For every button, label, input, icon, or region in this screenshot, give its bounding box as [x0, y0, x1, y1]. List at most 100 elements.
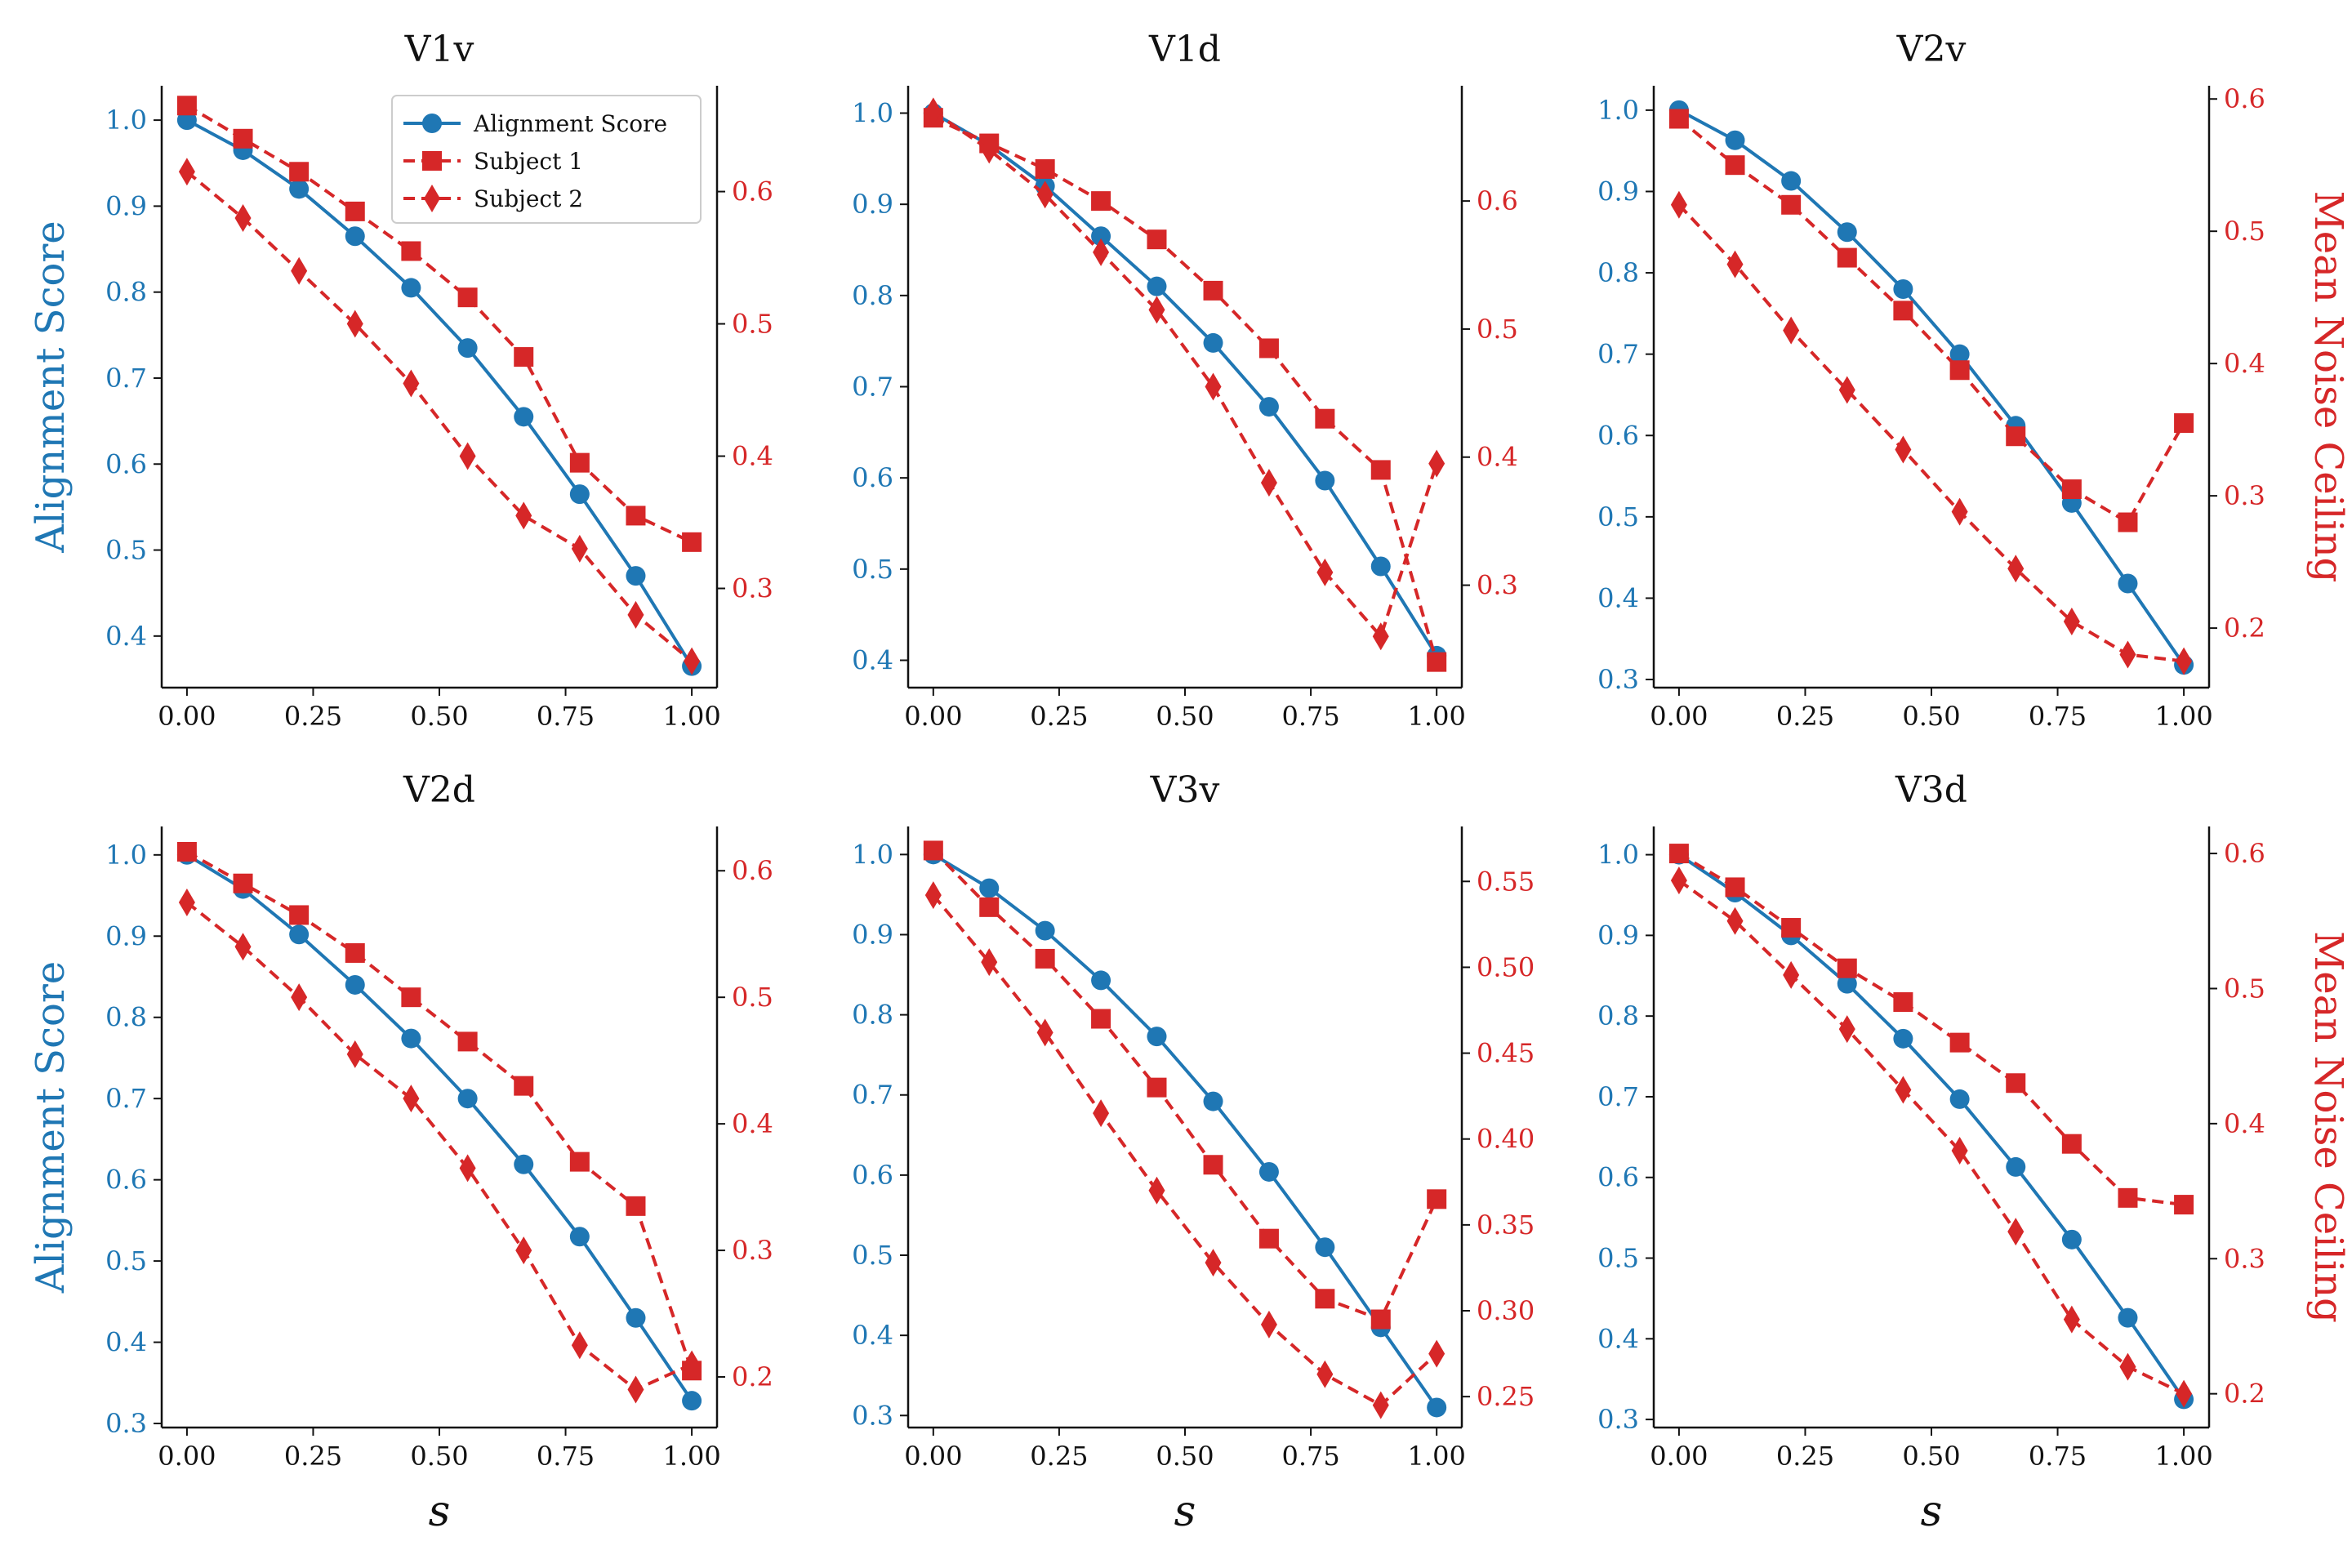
data-point	[2006, 1156, 2026, 1177]
data-point	[345, 974, 365, 995]
data-point	[1893, 301, 1913, 321]
series-line	[185, 118, 693, 667]
y-axis-label-left: Alignment Score	[28, 961, 74, 1294]
y-tick-label-right: 0.40	[1477, 1124, 1535, 1155]
data-point	[233, 873, 253, 893]
data-point	[1036, 1018, 1054, 1047]
panel-v2v: V2v 0.00 0.25 0.50 0.75 1.00 0.3 0.4 0.5 0.6 0.7 0.…	[1597, 29, 2351, 732]
data-point	[1093, 238, 1110, 266]
series-line	[185, 104, 693, 544]
data-point	[2061, 1229, 2082, 1250]
panel-v1v: V1v 0.00 0.25 0.50 0.75 1.00 0.4 0.5 0.6 0.7 0.8 0.…	[28, 29, 773, 732]
data-point	[571, 1331, 588, 1360]
legend-marker	[422, 114, 442, 133]
data-point	[1668, 109, 1689, 129]
x-tick-label: 0.25	[1776, 701, 1834, 732]
y-tick-label-right: 0.5	[732, 982, 773, 1013]
data-point	[1372, 1391, 1389, 1419]
data-point	[569, 484, 590, 505]
y-tick-label-right: 0.3	[732, 1235, 773, 1266]
data-point	[1838, 1015, 1855, 1044]
series-line	[1677, 852, 2185, 1207]
data-point	[1949, 1032, 1970, 1053]
data-point	[626, 1307, 646, 1328]
data-point	[2063, 608, 2080, 636]
data-point	[1893, 992, 1913, 1013]
legend-label: Subject 1	[474, 148, 583, 175]
series-alignment-score	[923, 103, 1447, 666]
x-axis-label: s	[1921, 1487, 1943, 1536]
series-line	[185, 850, 693, 1371]
y-tick-label-right: 0.2	[2224, 612, 2265, 644]
data-point	[682, 532, 702, 552]
series-line	[185, 853, 693, 1402]
x-tick-label: 0.75	[537, 1441, 595, 1472]
data-point	[1035, 158, 1055, 179]
data-point	[1258, 1228, 1279, 1249]
y-tick-label-left: 0.7	[852, 372, 893, 403]
y-tick-label-right: 0.3	[2224, 480, 2265, 511]
data-point	[1203, 1091, 1223, 1111]
y-tick-label-left: 0.8	[1597, 1000, 1639, 1031]
y-tick-label-left: 0.7	[1597, 1081, 1639, 1112]
series-subject-1	[176, 96, 702, 552]
data-point	[1781, 171, 1802, 191]
y-tick-label-left: 0.7	[852, 1080, 893, 1111]
data-point	[1427, 1189, 1447, 1209]
data-point	[2119, 640, 2136, 669]
data-point	[401, 1028, 421, 1049]
y-tick-label-left: 0.9	[105, 920, 147, 951]
data-point	[401, 278, 421, 298]
y-tick-label-left: 0.5	[105, 1245, 147, 1276]
series-subject-2	[924, 97, 1446, 651]
data-point	[1091, 191, 1111, 212]
data-point	[1370, 460, 1391, 480]
data-point	[1893, 1028, 1913, 1049]
data-point	[459, 1154, 476, 1183]
data-point	[1838, 376, 1855, 404]
series-line	[932, 111, 1438, 657]
y-tick-label-right: 0.55	[1477, 866, 1535, 897]
series-line	[932, 893, 1438, 1408]
x-tick-label: 1.00	[2154, 701, 2212, 732]
data-point	[2174, 1195, 2194, 1215]
legend: Alignment Score Subject 1 Subject 2	[391, 95, 702, 224]
data-point	[401, 987, 421, 1008]
y-tick-label-right: 0.4	[2224, 348, 2265, 379]
y-tick-label-left: 0.4	[852, 1320, 893, 1351]
data-point	[1837, 222, 1857, 243]
data-point	[2118, 512, 2138, 532]
x-axis-label: s	[1174, 1487, 1196, 1536]
data-point	[1668, 844, 1689, 864]
y-tick-label-right: 0.4	[732, 441, 773, 472]
data-point	[289, 179, 310, 199]
x-tick-label: 0.75	[1281, 1441, 1339, 1472]
data-point	[345, 942, 365, 963]
y-tick-label-left: 1.0	[1597, 95, 1639, 126]
series-subject-2	[178, 888, 701, 1404]
y-tick-label-left: 0.4	[105, 621, 147, 652]
data-point	[176, 841, 197, 862]
data-point	[1203, 280, 1223, 301]
data-point	[403, 369, 420, 398]
data-point	[233, 128, 253, 149]
data-point	[1781, 918, 1802, 938]
y-tick-label-left: 0.4	[1597, 1323, 1639, 1354]
x-tick-label: 0.25	[1776, 1441, 1834, 1472]
series-subject-1	[176, 841, 702, 1381]
data-point	[1147, 1027, 1167, 1047]
y-tick-label-right: 0.4	[732, 1108, 773, 1139]
data-point	[291, 256, 308, 285]
y-tick-label-left: 0.8	[105, 277, 147, 308]
data-point	[1315, 470, 1335, 491]
y-tick-label-left: 0.6	[852, 462, 893, 493]
y-tick-label-left: 0.8	[105, 1002, 147, 1033]
series-line	[1677, 879, 2185, 1396]
y-axis-label-right: Mean Noise Ceiling	[2305, 931, 2351, 1323]
data-point	[1895, 435, 1912, 464]
y-tick-label-right: 0.5	[2224, 216, 2265, 247]
y-tick-label-left: 0.5	[852, 554, 893, 585]
data-point	[234, 203, 252, 232]
data-point	[569, 1152, 590, 1172]
